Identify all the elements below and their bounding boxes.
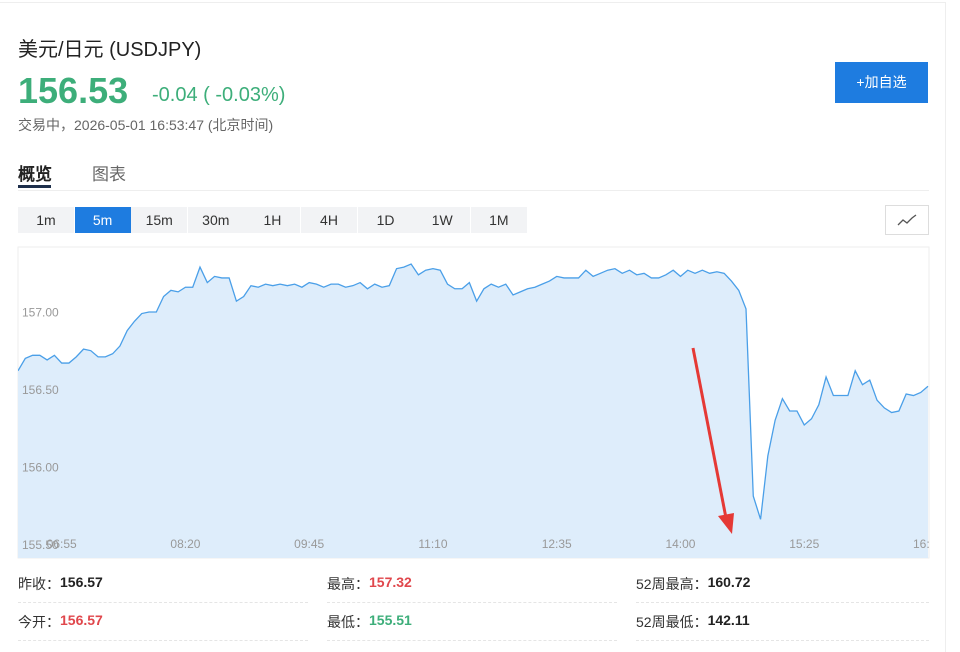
- stat-label: 52周最低：: [636, 614, 708, 630]
- stat-value: 156.57: [60, 574, 103, 590]
- stat-value: 155.51: [369, 612, 412, 628]
- stat-divider: [18, 602, 308, 603]
- arrow: [691, 347, 728, 519]
- stat-divider: [18, 640, 308, 641]
- plot: [18, 263, 929, 558]
- tab[interactable]: 概览: [18, 165, 52, 184]
- x-tick-label: 09:45: [294, 537, 324, 551]
- y-tick-label: 156.50: [22, 383, 59, 397]
- period-button[interactable]: 1m: [18, 207, 74, 233]
- change: -0.04 ( -0.03%): [152, 84, 286, 106]
- stat-label: 最高：: [327, 576, 369, 592]
- arrow-head: [718, 513, 734, 534]
- y-tick-label: 155.50: [22, 538, 59, 552]
- tab[interactable]: 图表: [92, 165, 126, 184]
- chart-type-button[interactable]: [885, 205, 929, 235]
- status: 交易中，2026-05-01 16:53:47 (北京时间): [18, 117, 274, 133]
- stat-divider: [636, 602, 929, 603]
- stat-divider: [636, 640, 929, 641]
- stat-value: 142.11: [707, 612, 750, 628]
- y-tick-label: 156.00: [22, 460, 59, 474]
- period-button[interactable]: 4H: [301, 207, 357, 233]
- period-button[interactable]: 1W: [414, 207, 471, 233]
- title: 美元/日元 (USDJPY): [18, 39, 202, 61]
- watch-button[interactable]: +加自选: [835, 62, 928, 103]
- x-tick-label: 06:55: [47, 537, 77, 551]
- x-tick-label: 12:35: [542, 537, 572, 551]
- divider: [18, 190, 929, 191]
- x-tick-label: 16:50: [913, 537, 943, 551]
- x-tick-label: 15:25: [789, 537, 819, 551]
- y-tick-label: 157.00: [22, 306, 59, 320]
- x-tick-label: 14:00: [665, 537, 695, 551]
- period-button[interactable]: 1D: [357, 207, 414, 233]
- stat-value: 157.32: [369, 574, 412, 590]
- price-line: [18, 263, 929, 520]
- stat-label: 昨收：: [18, 576, 60, 592]
- stat-value: 160.72: [707, 574, 751, 590]
- price: 156.53: [18, 70, 129, 111]
- x-tick-label: 11:10: [418, 537, 447, 551]
- stat-label: 最低：: [327, 614, 369, 630]
- x-axis: 06:55 08:20 09:45 11:10 12:35 14:00 15:25 16:50: [47, 537, 943, 551]
- stat-value: 156.57: [60, 612, 103, 628]
- tab-underline: [18, 185, 51, 188]
- stat-label: 今开：: [18, 614, 60, 630]
- stat-divider: [327, 640, 617, 641]
- period-button[interactable]: 5m: [74, 207, 131, 233]
- line-icon: [897, 214, 917, 226]
- x-tick-label: 08:20: [170, 537, 200, 551]
- period-button[interactable]: 1H: [244, 207, 301, 233]
- period-button[interactable]: 15m: [131, 207, 188, 233]
- stat-divider: [327, 602, 617, 603]
- area-fill: [18, 264, 928, 558]
- period-button[interactable]: 1M: [470, 207, 527, 233]
- period-button[interactable]: 30m: [187, 207, 244, 233]
- stat-label: 52周最高：: [636, 576, 708, 592]
